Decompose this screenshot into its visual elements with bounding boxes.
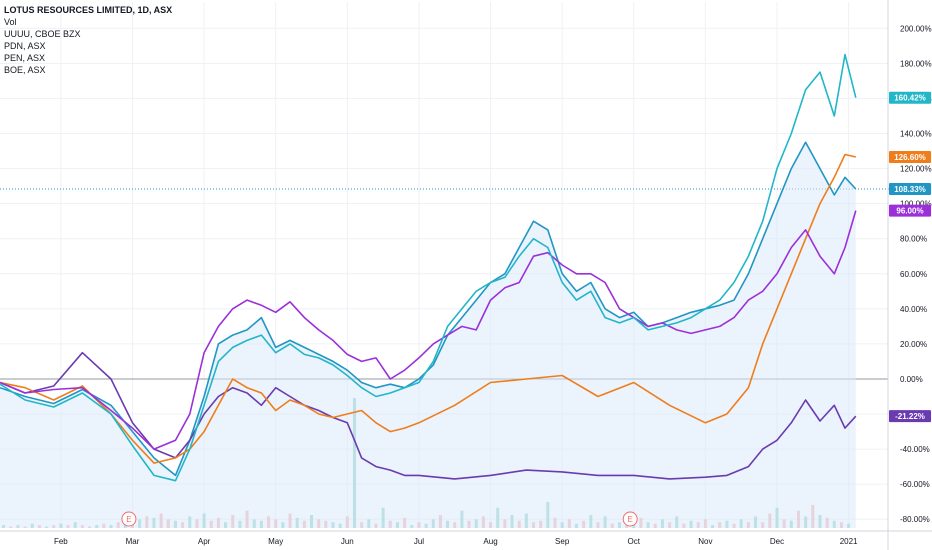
x-tick-label: Dec xyxy=(770,537,784,546)
legend-title[interactable]: LOTUS RESOURCES LIMITED, 1D, ASX xyxy=(4,5,173,15)
legend-item-boe[interactable]: BOE, ASX xyxy=(4,65,46,75)
series-line-pen xyxy=(0,210,857,450)
x-tick-label: Mar xyxy=(126,537,140,546)
series-line-uuuu xyxy=(0,351,857,480)
badge-pdn xyxy=(889,150,931,163)
earnings-marker-label: E xyxy=(628,515,633,524)
earnings-marker-label: E xyxy=(126,515,131,524)
badge-label-pdn: 126.60% xyxy=(894,153,926,162)
y-tick-label: -40.00% xyxy=(900,445,930,454)
badge-label-pen: 96.00% xyxy=(896,207,923,216)
y-tick-label: 40.00% xyxy=(900,305,927,314)
last-value-badges: 160.42% 126.60% 108.33% 96.00% -21.22% xyxy=(889,91,931,423)
x-tick-label: Sep xyxy=(555,537,570,546)
y-tick-label: -80.00% xyxy=(900,515,930,524)
y-tick-label: 60.00% xyxy=(900,270,927,279)
x-axis[interactable]: Feb Mar Apr May Jun Jul Aug Sep Oct Nov Dec 2021 xyxy=(0,530,932,546)
x-tick-label: 2021 xyxy=(840,537,858,546)
series-line-boe xyxy=(0,53,857,482)
badge-uuuu xyxy=(889,410,931,423)
y-tick-label: 100.00% xyxy=(900,200,932,209)
area-fill xyxy=(0,142,856,529)
y-tick-label: 120.00% xyxy=(900,165,932,174)
y-tick-label: -60.00% xyxy=(900,480,930,489)
earnings-marker[interactable] xyxy=(121,511,137,527)
series-line-lot xyxy=(0,141,857,477)
legend: LOTUS RESOURCES LIMITED, 1D, ASX Vol UUU… xyxy=(4,4,172,76)
x-tick-label: May xyxy=(268,537,283,546)
y-tick-label: 140.00% xyxy=(900,130,932,139)
x-tick-label: Nov xyxy=(698,537,712,546)
badge-label-uuuu: -21.22% xyxy=(895,412,925,421)
badge-boe xyxy=(889,91,931,104)
y-tick-label: 0.00% xyxy=(900,375,923,384)
legend-item-uuuu[interactable]: UUUU, CBOE BZX xyxy=(4,29,81,39)
y-tick-label: 180.00% xyxy=(900,59,932,68)
series-line-pdn xyxy=(0,153,856,464)
x-tick-label: Jun xyxy=(341,537,354,546)
badge-pen xyxy=(889,204,931,217)
x-tick-label: Jul xyxy=(414,537,424,546)
badge-label-boe: 160.42% xyxy=(894,94,926,103)
earnings-marker[interactable] xyxy=(622,511,638,527)
series-area-lot xyxy=(0,142,856,529)
badge-label-lot: 108.33% xyxy=(894,185,926,194)
legend-item-pen[interactable]: PEN, ASX xyxy=(4,53,46,63)
x-tick-label: Oct xyxy=(628,537,641,546)
y-tick-label: 80.00% xyxy=(900,235,927,244)
x-tick-label: Apr xyxy=(198,537,211,546)
legend-item-vol[interactable]: Vol xyxy=(4,17,17,27)
x-tick-label: Feb xyxy=(54,537,68,546)
y-tick-label: 20.00% xyxy=(900,340,927,349)
series-lines xyxy=(0,53,857,482)
y-tick-label: 200.00% xyxy=(900,24,932,33)
x-tick-label: Aug xyxy=(483,537,497,546)
legend-item-pdn[interactable]: PDN, ASX xyxy=(4,41,46,51)
badge-lot xyxy=(889,183,931,196)
y-axis[interactable]: 200.00%180.00%160.00%140.00%120.00%100.0… xyxy=(887,0,932,550)
